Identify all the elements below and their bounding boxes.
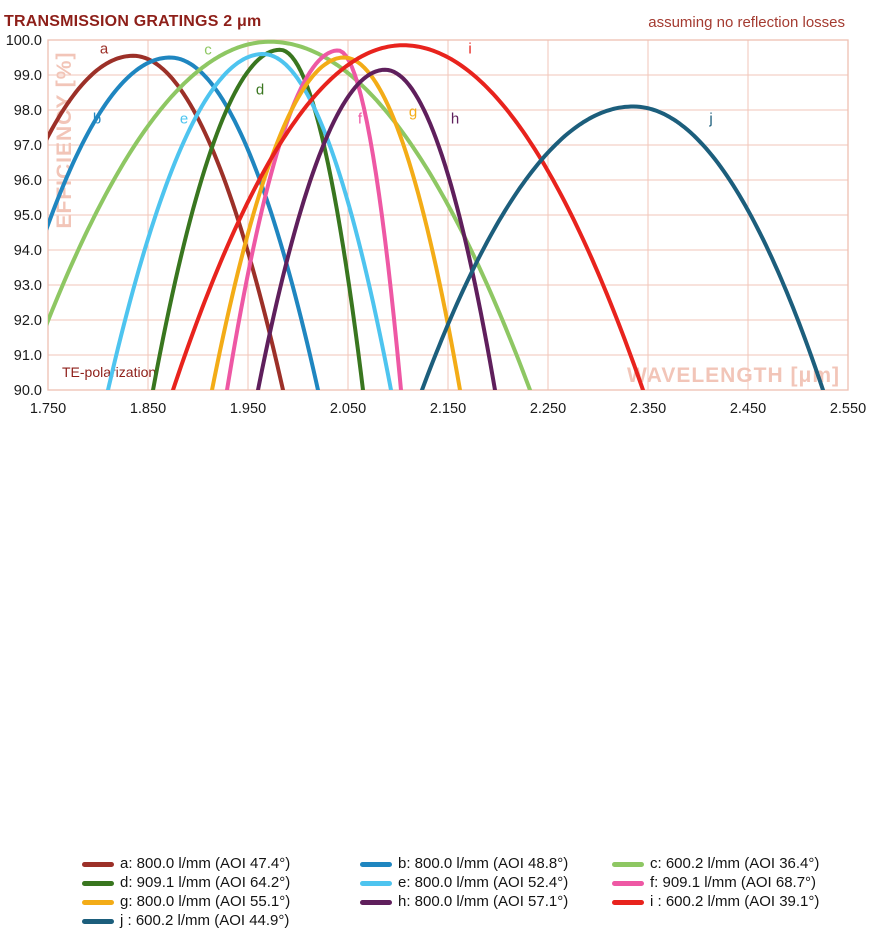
curve-g bbox=[209, 55, 463, 390]
legend-label-c: c: 600.2 l/mm (AOI 36.4°) bbox=[650, 855, 820, 872]
y-tick: 92.0 bbox=[14, 313, 42, 329]
legend-item-a: a: 800.0 l/mm (AOI 47.4°) bbox=[82, 855, 290, 873]
legend-swatch-d bbox=[82, 880, 114, 886]
legend-item-e: e: 800.0 l/mm (AOI 52.4°) bbox=[360, 874, 568, 892]
curve-b bbox=[48, 55, 321, 390]
legend-item-j: j : 600.2 l/mm (AOI 44.9°) bbox=[82, 912, 289, 930]
legend-label-i: i : 600.2 l/mm (AOI 39.1°) bbox=[650, 893, 820, 910]
y-tick: 97.0 bbox=[14, 138, 42, 154]
y-tick: 98.0 bbox=[14, 103, 42, 119]
plot-border bbox=[47, 39, 849, 391]
curve-d bbox=[150, 47, 366, 390]
legend-label-j: j : 600.2 l/mm (AOI 44.9°) bbox=[120, 912, 290, 929]
curve-label-e: e bbox=[180, 110, 188, 127]
y-tick: 96.0 bbox=[14, 173, 42, 189]
x-tick: 1.950 bbox=[230, 401, 266, 417]
curve-j bbox=[419, 104, 826, 390]
legend-swatch-g bbox=[82, 899, 114, 905]
y-axis-ticks: 100.0 99.0 98.0 97.0 96.0 95.0 94.0 93.0 92.0 91.… bbox=[6, 33, 42, 399]
curve-c bbox=[48, 39, 533, 390]
legend-label-e: e: 800.0 l/mm (AOI 52.4°) bbox=[398, 874, 569, 891]
curve-f bbox=[224, 48, 403, 390]
polarization-label: TE-polarization bbox=[62, 364, 156, 380]
legend-swatch-a bbox=[82, 861, 114, 867]
curve-label-b: b bbox=[93, 110, 101, 127]
x-tick: 2.350 bbox=[630, 401, 666, 417]
legend-swatch-c bbox=[612, 861, 644, 867]
legend-swatch-i bbox=[612, 899, 644, 905]
curve-e bbox=[105, 52, 394, 390]
legend-item-d: d: 909.1 l/mm (AOI 64.2°) bbox=[82, 874, 290, 892]
x-tick: 2.150 bbox=[430, 401, 466, 417]
curve-h bbox=[255, 67, 498, 390]
curve-label-i: i bbox=[468, 40, 471, 57]
gridlines bbox=[48, 40, 848, 390]
y-tick: 91.0 bbox=[14, 348, 42, 364]
legend-label-h: h: 800.0 l/mm (AOI 57.1°) bbox=[398, 893, 569, 910]
legend-item-i: i : 600.2 l/mm (AOI 39.1°) bbox=[612, 893, 819, 911]
curve-label-d: d bbox=[256, 81, 264, 98]
curve-i bbox=[170, 43, 646, 390]
x-tick: 1.750 bbox=[30, 401, 66, 417]
curve-label-a: a bbox=[100, 40, 109, 57]
y-tick: 100.0 bbox=[6, 33, 42, 49]
legend-item-h: h: 800.0 l/mm (AOI 57.1°) bbox=[360, 893, 568, 911]
curve-a bbox=[48, 53, 286, 390]
reflection-loss-note: assuming no reflection losses bbox=[648, 14, 845, 31]
y-tick: 94.0 bbox=[14, 243, 42, 259]
x-tick: 2.050 bbox=[330, 401, 366, 417]
y-tick: 99.0 bbox=[14, 68, 42, 84]
legend-swatch-f bbox=[612, 880, 644, 886]
legend-label-d: d: 909.1 l/mm (AOI 64.2°) bbox=[120, 874, 291, 891]
page-title: TRANSMISSION GRATINGS 2 μm bbox=[4, 12, 262, 30]
x-tick: 2.550 bbox=[830, 401, 866, 417]
curve-label-f: f bbox=[358, 110, 363, 127]
legend-item-g: g: 800.0 l/mm (AOI 55.1°) bbox=[82, 893, 290, 911]
legend-swatch-j bbox=[82, 918, 114, 924]
y-tick: 90.0 bbox=[14, 383, 42, 399]
legend-swatch-e bbox=[360, 880, 392, 886]
y-tick: 95.0 bbox=[14, 208, 42, 224]
legend-item-f: f: 909.1 l/mm (AOI 68.7°) bbox=[612, 874, 816, 892]
legend-swatch-h bbox=[360, 899, 392, 905]
y-axis-title: EFFICIENCY [%] bbox=[53, 52, 76, 229]
x-tick: 2.250 bbox=[530, 401, 566, 417]
legend-item-c: c: 600.2 l/mm (AOI 36.4°) bbox=[612, 855, 819, 873]
curves bbox=[48, 39, 826, 390]
x-axis-ticks: 1.750 1.850 1.950 2.050 2.150 2.250 2.350 2.450… bbox=[30, 401, 866, 417]
y-tick: 93.0 bbox=[14, 278, 42, 294]
curve-label-c: c bbox=[204, 42, 212, 59]
chart-svg: EFFICIENCY [%] WAVELENGTH [μm] TE-polariza… bbox=[6, 33, 866, 417]
curve-label-h: h bbox=[451, 110, 459, 127]
legend-label-a: a: 800.0 l/mm (AOI 47.4°) bbox=[120, 855, 291, 872]
legend-label-b: b: 800.0 l/mm (AOI 48.8°) bbox=[398, 855, 569, 872]
legend: a: 800.0 l/mm (AOI 47.4°) d: 909.1 l/mm (… bbox=[0, 425, 878, 929]
legend-swatch-b bbox=[360, 861, 392, 867]
legend-item-b: b: 800.0 l/mm (AOI 48.8°) bbox=[360, 855, 568, 873]
efficiency-chart: EFFICIENCY [%] WAVELENGTH [μm] TE-polariza… bbox=[0, 0, 878, 425]
legend-label-g: g: 800.0 l/mm (AOI 55.1°) bbox=[120, 893, 291, 910]
x-tick: 2.450 bbox=[730, 401, 766, 417]
x-axis-title: WAVELENGTH [μm] bbox=[627, 364, 840, 387]
curve-label-j: j bbox=[708, 110, 712, 127]
x-tick: 1.850 bbox=[130, 401, 166, 417]
legend-label-f: f: 909.1 l/mm (AOI 68.7°) bbox=[650, 874, 817, 891]
curve-label-g: g bbox=[409, 103, 417, 120]
